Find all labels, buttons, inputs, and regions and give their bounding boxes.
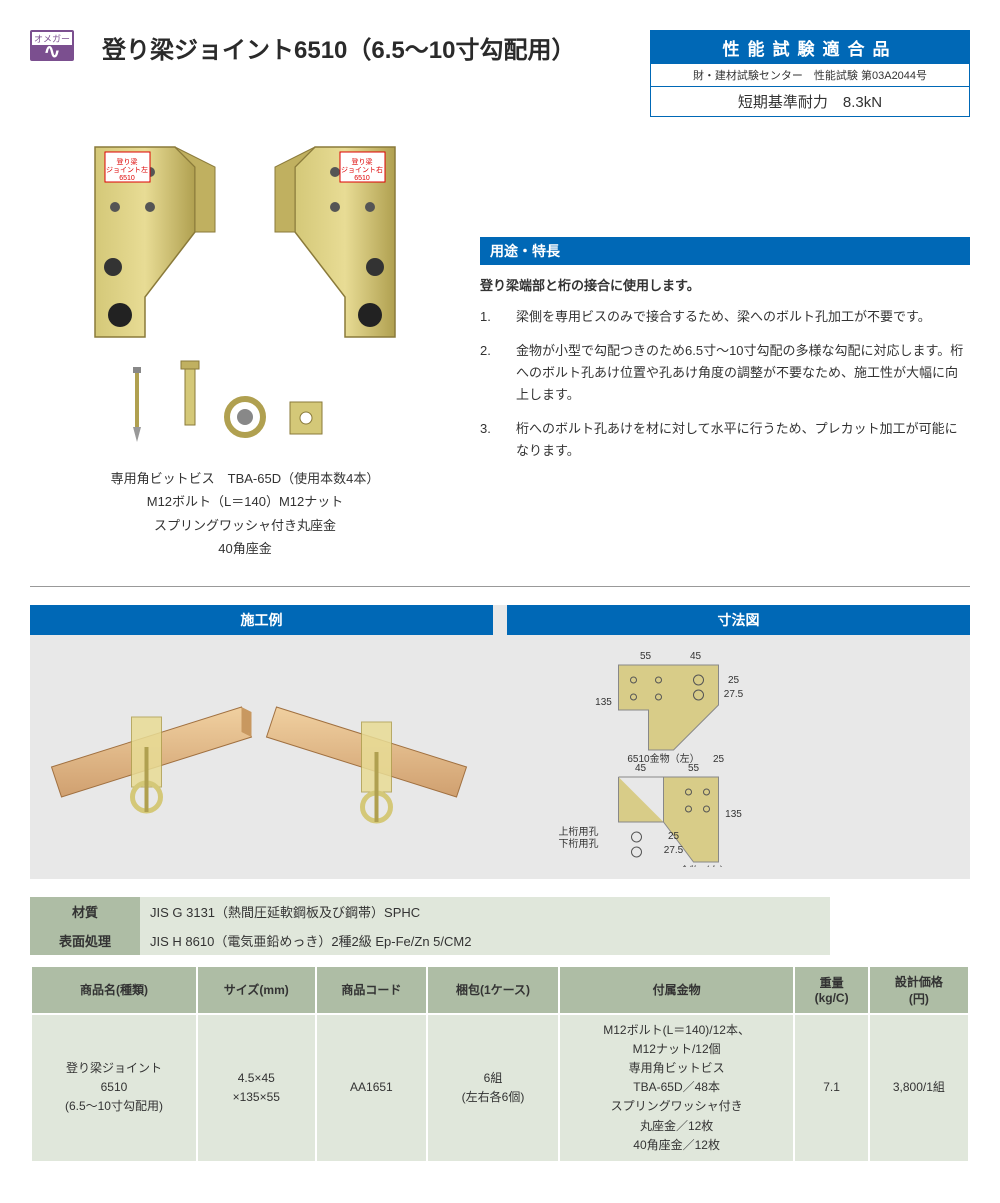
svg-text:27.5: 27.5: [664, 845, 684, 856]
feature-num: 3.: [480, 418, 504, 462]
svg-text:6510金物（右）: 6510金物（右）: [657, 864, 729, 867]
col-parts: 付属金物: [559, 966, 795, 1014]
feature-num: 2.: [480, 340, 504, 406]
cert-title: 性能試験適合品: [651, 31, 969, 64]
dimension-diagram: 5545 135 2527.5 6510金物（左）25 4555 135 上桁用…: [517, 647, 960, 867]
svg-text:25: 25: [713, 754, 725, 765]
spec-table: 商品名(種類) サイズ(mm) 商品コード 梱包(1ケース) 付属金物 重量(k…: [30, 965, 970, 1163]
cell-code: AA1651: [316, 1014, 428, 1162]
caption-line: 40角座金: [30, 537, 460, 560]
svg-text:45: 45: [690, 651, 702, 662]
cell-price: 3,800/1組: [869, 1014, 969, 1162]
cert-strength: 短期基準耐力 8.3kN: [651, 87, 969, 116]
svg-text:下桁用孔: 下桁用孔: [559, 837, 599, 850]
hardware-image: [30, 357, 460, 452]
logo-wave-icon: ∿: [32, 45, 72, 59]
cell-pack: 6組(左右各6個): [427, 1014, 559, 1162]
dimension-panel: 寸法図 5545 135 2527.5 6510金物（左）25: [507, 605, 970, 879]
certification-box: 性能試験適合品 財・建材試験センター 性能試験 第03A2044号 短期基準耐力…: [650, 30, 970, 117]
col-pack: 梱包(1ケース): [427, 966, 559, 1014]
cell-weight: 7.1: [794, 1014, 868, 1162]
caption-line: 専用角ビットビス TBA-65D（使用本数4本）: [30, 467, 460, 490]
feature-text: 梁側を専用ビスのみで接合するため、梁へのボルト孔加工が不要です。: [516, 306, 931, 328]
col-code: 商品コード: [316, 966, 428, 1014]
svg-text:登り梁: 登り梁: [352, 157, 373, 166]
table-row: 登り梁ジョイント6510(6.5～10寸勾配用) 4.5×45×135×55 A…: [31, 1014, 969, 1162]
product-caption: 専用角ビットビス TBA-65D（使用本数4本） M12ボルト（L＝140）M1…: [30, 467, 460, 561]
panels-row: 施工例 寸法図: [30, 605, 970, 879]
col-size: サイズ(mm): [197, 966, 316, 1014]
svg-text:ジョイント左: ジョイント左: [106, 165, 148, 174]
cell-size: 4.5×45×135×55: [197, 1014, 316, 1162]
construction-example-image: [40, 647, 483, 867]
table-header-row: 商品名(種類) サイズ(mm) 商品コード 梱包(1ケース) 付属金物 重量(k…: [31, 966, 969, 1014]
svg-text:登り梁: 登り梁: [117, 157, 138, 166]
svg-text:6510: 6510: [354, 175, 370, 182]
example-panel: 施工例: [30, 605, 493, 879]
usage-heading: 用途・特長: [480, 237, 970, 265]
svg-text:25: 25: [728, 675, 740, 686]
feature-text: 金物が小型で勾配つきのため6.5寸～10寸勾配の多様な勾配に対応します。桁へのボ…: [516, 340, 970, 406]
feature-text: 桁へのボルト孔あけを材に対して水平に行うため、プレカット加工が可能になります。: [516, 418, 970, 462]
material-value: JIS G 3131（熱間圧延軟鋼板及び鋼帯）SPHC: [140, 897, 830, 926]
svg-text:上桁用孔: 上桁用孔: [559, 825, 599, 838]
dimension-heading: 寸法図: [507, 605, 970, 635]
svg-text:ジョイント右: ジョイント右: [341, 165, 383, 174]
svg-text:25: 25: [631, 866, 643, 867]
material-label: 材質: [30, 897, 140, 926]
feature-list: 1. 梁側を専用ビスのみで接合するため、梁へのボルト孔加工が不要です。 2.金物が…: [480, 306, 970, 463]
example-heading: 施工例: [30, 605, 493, 635]
table-row: 表面処理 JIS H 8610（電気亜鉛めっき）2種2級 Ep-Fe/Zn 5/…: [30, 926, 830, 955]
svg-text:27.5: 27.5: [724, 689, 744, 700]
usage-lead: 登り梁端部と桁の接合に使用します。: [480, 275, 970, 294]
svg-text:25: 25: [668, 831, 680, 842]
col-name: 商品名(種類): [31, 966, 197, 1014]
svg-text:55: 55: [640, 651, 652, 662]
caption-line: M12ボルト（L＝140）M12ナット: [30, 490, 460, 513]
product-title: 登り梁ジョイント6510（6.5～10寸勾配用）: [102, 30, 575, 65]
svg-text:135: 135: [725, 809, 742, 820]
product-image-column: 登り梁ジョイント左6510 登り梁ジョイント右6510: [30, 137, 460, 561]
svg-text:135: 135: [595, 697, 612, 708]
col-weight: 重量(kg/C): [794, 966, 868, 1014]
bracket-right-image: 登り梁ジョイント右6510: [255, 137, 415, 347]
cert-number: 財・建材試験センター 性能試験 第03A2044号: [651, 64, 969, 87]
cell-name: 登り梁ジョイント6510(6.5～10寸勾配用): [31, 1014, 197, 1162]
caption-line: スプリングワッシャ付き丸座金: [30, 514, 460, 537]
feature-num: 1.: [480, 306, 504, 328]
svg-text:55: 55: [688, 763, 700, 774]
material-table: 材質 JIS G 3131（熱間圧延軟鋼板及び鋼帯）SPHC 表面処理 JIS …: [30, 897, 830, 955]
svg-text:6510: 6510: [119, 175, 135, 182]
divider: [30, 586, 970, 587]
material-label: 表面処理: [30, 926, 140, 955]
brand-logo: オメガー ∿: [30, 30, 74, 61]
usage-column: 用途・特長 登り梁端部と桁の接合に使用します。 1. 梁側を専用ビスのみで接合する…: [480, 137, 970, 475]
material-value: JIS H 8610（電気亜鉛めっき）2種2級 Ep-Fe/Zn 5/CM2: [140, 926, 830, 955]
table-row: 材質 JIS G 3131（熱間圧延軟鋼板及び鋼帯）SPHC: [30, 897, 830, 926]
col-price: 設計価格(円): [869, 966, 969, 1014]
cell-parts: M12ボルト(L＝140)/12本、M12ナット/12個専用角ビットビスTBA-…: [559, 1014, 795, 1162]
svg-text:45: 45: [635, 763, 647, 774]
header: オメガー ∿ 登り梁ジョイント6510（6.5～10寸勾配用） 性能試験適合品 …: [30, 30, 970, 117]
bracket-left-image: 登り梁ジョイント左6510: [75, 137, 235, 347]
